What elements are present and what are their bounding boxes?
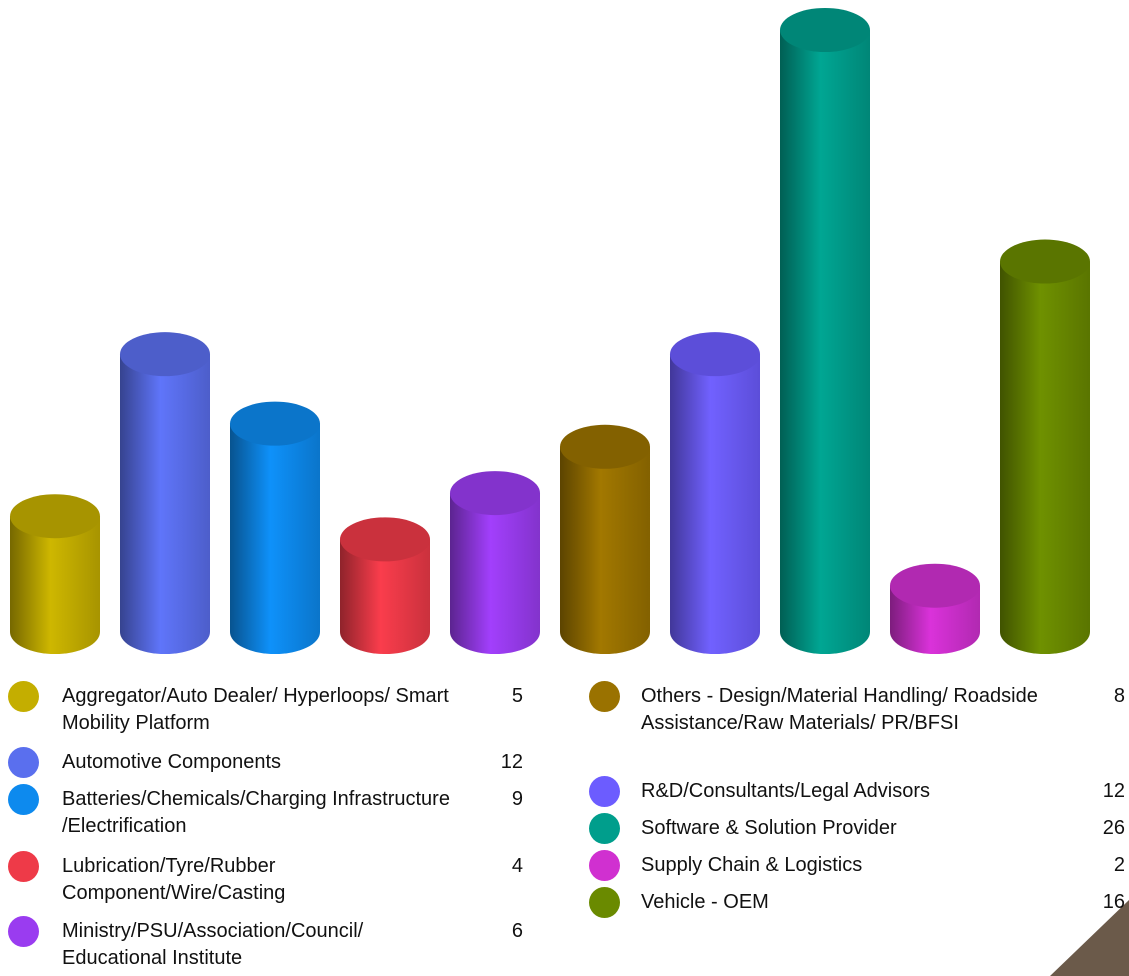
legend-item: Lubrication/Tyre/Rubber Component/Wire/C… bbox=[8, 851, 523, 907]
legend-item: Batteries/Chemicals/Charging Infrastruct… bbox=[8, 784, 523, 840]
legend-value: 2 bbox=[1113, 854, 1125, 876]
bar bbox=[120, 332, 210, 654]
bar-top bbox=[890, 563, 980, 608]
legend-marker bbox=[589, 681, 620, 712]
legend-marker bbox=[589, 850, 620, 881]
bar-top bbox=[670, 332, 760, 377]
legend-item: Ministry/PSU/Association/Council/ Educat… bbox=[8, 916, 523, 972]
legend-marker bbox=[8, 681, 39, 712]
bar-body bbox=[1000, 261, 1090, 632]
bar-top bbox=[340, 517, 430, 562]
legend-label: Others - Design/Material Handling/ Roads… bbox=[641, 685, 1038, 734]
bar bbox=[230, 401, 320, 654]
legend-label: Batteries/Chemicals/Charging Infrastruct… bbox=[62, 788, 450, 837]
legend-item: Aggregator/Auto Dealer/ Hyperloops/ Smar… bbox=[8, 681, 523, 737]
bar-body bbox=[120, 354, 210, 632]
bar-body bbox=[670, 354, 760, 632]
bar-body bbox=[560, 446, 650, 632]
legend-label: Aggregator/Auto Dealer/ Hyperloops/ Smar… bbox=[62, 685, 449, 734]
bar-body bbox=[230, 423, 320, 632]
legend-label: Software & Solution Provider bbox=[641, 817, 897, 839]
legend-value: 6 bbox=[511, 920, 523, 942]
legend-label: Lubrication/Tyre/Rubber Component/Wire/C… bbox=[62, 855, 286, 904]
decoration bbox=[1050, 900, 1129, 976]
legend-value: 4 bbox=[511, 855, 523, 877]
bar bbox=[780, 8, 870, 654]
legend-value: 12 bbox=[500, 751, 523, 773]
bar bbox=[340, 517, 430, 654]
bar-body bbox=[450, 493, 540, 632]
legend-item: R&D/Consultants/Legal Advisors 12 bbox=[589, 776, 1125, 807]
legend-value: 9 bbox=[511, 788, 523, 810]
bar-top bbox=[230, 401, 320, 446]
legend-marker bbox=[8, 784, 39, 815]
bar-top bbox=[560, 424, 650, 469]
bar-top bbox=[1000, 239, 1090, 284]
legend-value: 16 bbox=[1102, 891, 1125, 913]
bar bbox=[10, 494, 100, 654]
legend-marker bbox=[8, 747, 39, 778]
bar bbox=[560, 424, 650, 654]
legend-label: Ministry/PSU/Association/Council/ Educat… bbox=[62, 920, 364, 969]
legend-item: Others - Design/Material Handling/ Roads… bbox=[589, 681, 1125, 737]
legend-marker bbox=[589, 776, 620, 807]
legend-marker bbox=[8, 851, 39, 882]
legend-item: Software & Solution Provider 26 bbox=[589, 813, 1125, 844]
bar-top bbox=[780, 8, 870, 52]
bar bbox=[890, 563, 980, 654]
legend-label: Vehicle - OEM bbox=[641, 891, 769, 913]
bar-top bbox=[10, 494, 100, 539]
bar-top bbox=[120, 332, 210, 377]
bar-top bbox=[450, 471, 540, 516]
bar bbox=[450, 471, 540, 654]
legend-label: Supply Chain & Logistics bbox=[641, 854, 863, 876]
bar-body bbox=[780, 30, 870, 632]
legend-label: R&D/Consultants/Legal Advisors bbox=[641, 780, 931, 802]
legend-label: Automotive Components bbox=[62, 751, 282, 773]
legend-value: 26 bbox=[1102, 817, 1125, 839]
legend-item: Automotive Components 12 bbox=[8, 747, 523, 778]
legend-item: Supply Chain & Logistics 2 bbox=[589, 850, 1125, 881]
legend-marker bbox=[8, 916, 39, 947]
legend-value: 5 bbox=[511, 685, 523, 707]
legend-item: Vehicle - OEM 16 bbox=[589, 887, 1125, 918]
bar bbox=[1000, 239, 1090, 654]
bar bbox=[670, 332, 760, 654]
legend-value: 12 bbox=[1102, 780, 1125, 802]
legend-marker bbox=[589, 887, 620, 918]
legend-marker bbox=[589, 813, 620, 844]
legend-value: 8 bbox=[1113, 685, 1125, 707]
